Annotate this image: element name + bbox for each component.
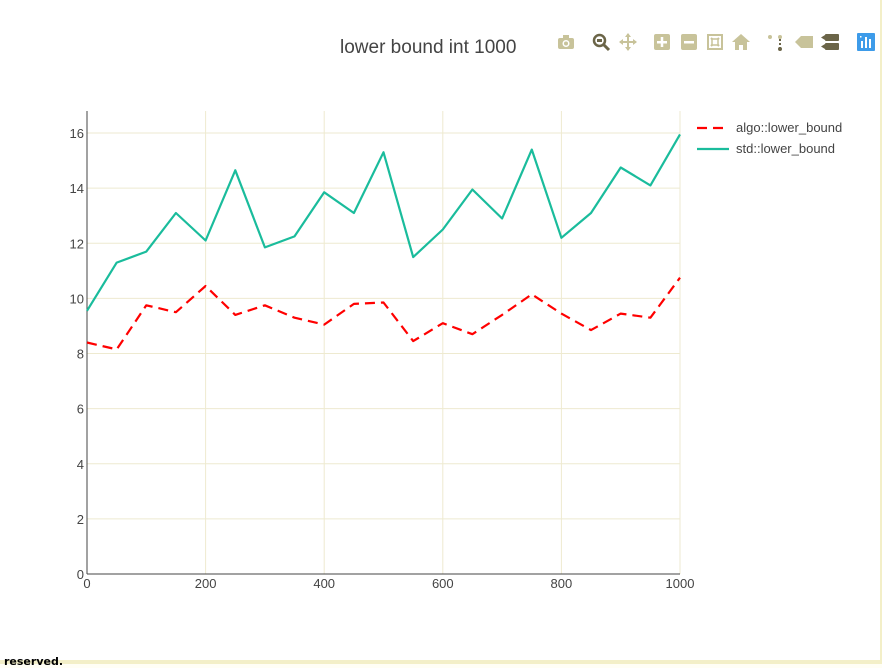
series-1-point[interactable] — [588, 210, 594, 216]
series-0-point[interactable] — [618, 311, 624, 317]
hover-closest-icon[interactable] — [794, 32, 814, 52]
series-0-point[interactable] — [588, 327, 594, 333]
x-tick-label: 1000 — [666, 576, 695, 591]
series-0-point[interactable] — [321, 322, 327, 328]
series-0-point[interactable] — [469, 331, 475, 337]
spike-lines-icon[interactable] — [765, 32, 785, 52]
series-1-point[interactable] — [262, 244, 268, 250]
series-1-point[interactable] — [677, 131, 683, 137]
x-tick-label: 800 — [551, 576, 573, 591]
series-1-point[interactable] — [203, 238, 209, 244]
home-icon[interactable] — [731, 32, 751, 52]
legend-item-1[interactable]: std::lower_bound — [695, 139, 875, 160]
legend-label: algo::lower_bound — [736, 120, 843, 135]
series-0-point[interactable] — [232, 312, 238, 318]
series-0-point[interactable] — [143, 302, 149, 308]
series-1-point[interactable] — [232, 167, 238, 173]
x-tick-label: 200 — [195, 576, 217, 591]
series-1-point[interactable] — [321, 189, 327, 195]
y-tick-label: 0 — [77, 567, 84, 582]
series-0-point[interactable] — [114, 346, 120, 352]
hover-compare-icon[interactable] — [820, 32, 840, 52]
legend-item-0[interactable]: algo::lower_bound — [695, 118, 875, 139]
series-1-point[interactable] — [647, 182, 653, 188]
series-0-point[interactable] — [203, 283, 209, 289]
series-1-point[interactable] — [440, 227, 446, 233]
camera-icon[interactable] — [556, 32, 576, 52]
series-0-point[interactable] — [440, 320, 446, 326]
series-1-point[interactable] — [84, 308, 90, 314]
series-1-point[interactable] — [469, 187, 475, 193]
zoom-out-icon[interactable] — [679, 32, 699, 52]
series-1-point[interactable] — [618, 164, 624, 170]
x-tick-label: 400 — [313, 576, 335, 591]
series-0-point[interactable] — [558, 311, 564, 317]
series-0-point[interactable] — [381, 300, 387, 306]
series-0-point[interactable] — [292, 315, 298, 321]
series-0-point[interactable] — [173, 309, 179, 315]
series-1-point[interactable] — [499, 215, 505, 221]
y-tick-label: 10 — [70, 291, 84, 306]
series-0-point[interactable] — [351, 301, 357, 307]
series-1-point[interactable] — [143, 249, 149, 255]
chart-title: lower bound int 1000 — [340, 37, 517, 58]
plotly-logo-icon[interactable] — [856, 32, 876, 52]
footer-text: reserved. — [4, 655, 64, 668]
series-1-point[interactable] — [410, 254, 416, 260]
y-tick-label: 4 — [77, 457, 84, 472]
zoom-in-icon[interactable] — [652, 32, 672, 52]
series-1-point[interactable] — [173, 210, 179, 216]
series-0-point[interactable] — [499, 312, 505, 318]
series-1-point[interactable] — [114, 260, 120, 266]
series-0-point[interactable] — [647, 315, 653, 321]
series-0-point[interactable] — [677, 275, 683, 281]
pan-icon[interactable] — [618, 32, 638, 52]
series-1-point[interactable] — [558, 235, 564, 241]
zoom-icon[interactable] — [591, 32, 611, 52]
y-tick-label: 12 — [70, 236, 84, 251]
legend-swatch — [697, 126, 729, 130]
y-tick-label: 6 — [77, 402, 84, 417]
series-1-point[interactable] — [529, 147, 535, 153]
legend-swatch — [697, 147, 729, 151]
series-0-point[interactable] — [84, 340, 90, 346]
y-tick-label: 16 — [70, 126, 84, 141]
series-0-point[interactable] — [410, 338, 416, 344]
series-0-point[interactable] — [529, 291, 535, 297]
series-1-point[interactable] — [351, 210, 357, 216]
series-line-1[interactable] — [86, 133, 681, 312]
autoscale-icon[interactable] — [705, 32, 725, 52]
series-1-point[interactable] — [381, 149, 387, 155]
y-tick-label: 14 — [70, 181, 84, 196]
series-1-point[interactable] — [292, 233, 298, 239]
x-tick-label: 600 — [432, 576, 454, 591]
legend-label: std::lower_bound — [736, 141, 836, 156]
x-tick-label: 0 — [83, 576, 90, 591]
y-tick-label: 2 — [77, 512, 84, 527]
y-tick-label: 8 — [77, 347, 84, 362]
series-line-0[interactable] — [86, 277, 681, 351]
series-0-point[interactable] — [262, 302, 268, 308]
modebar — [556, 32, 882, 54]
